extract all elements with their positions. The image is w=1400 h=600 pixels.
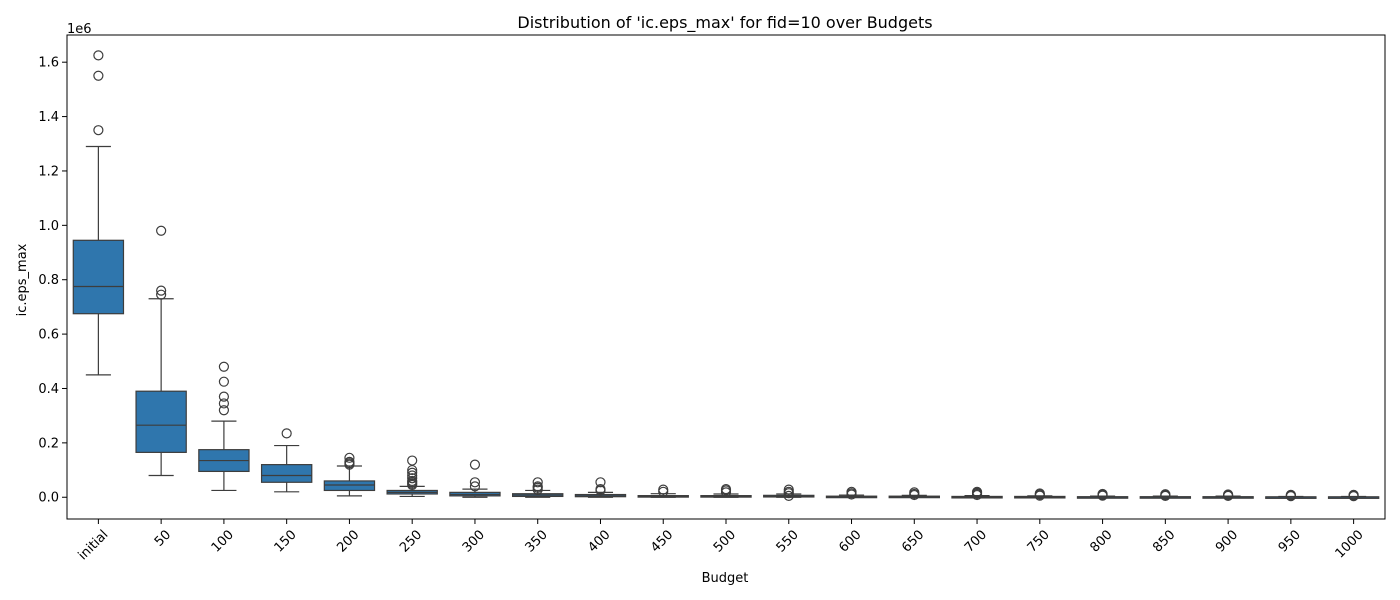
outlier-point bbox=[218, 391, 230, 402]
outlier-point bbox=[1034, 488, 1045, 499]
outlier-point bbox=[407, 455, 418, 466]
chart-title: Distribution of 'ic.eps_max' for fid=10 … bbox=[517, 13, 932, 33]
x-axis-label: Budget bbox=[702, 571, 749, 586]
outlier-point bbox=[532, 481, 543, 492]
y-tick-label: 0.4 bbox=[38, 382, 59, 397]
y-axis-offset-label: 1e6 bbox=[67, 22, 92, 37]
box-150 bbox=[260, 464, 313, 483]
outlier-point bbox=[281, 428, 292, 439]
outlier-point bbox=[1097, 488, 1108, 500]
outlier-point bbox=[720, 483, 732, 495]
outlier-point bbox=[469, 477, 481, 488]
y-tick-label: 1.2 bbox=[38, 164, 59, 179]
y-axis-label: ic.eps_max bbox=[15, 243, 30, 316]
outlier-point bbox=[344, 452, 355, 463]
outlier-point bbox=[783, 484, 794, 495]
outlier-point bbox=[971, 486, 983, 497]
outlier-point bbox=[93, 70, 104, 81]
outlier-point bbox=[93, 125, 104, 136]
box-50 bbox=[135, 390, 187, 453]
box-200 bbox=[323, 480, 376, 492]
y-tick-label: 1.0 bbox=[38, 219, 59, 234]
y-tick-label: 0.6 bbox=[38, 328, 59, 343]
outlier-point bbox=[93, 50, 104, 61]
outlier-point bbox=[218, 376, 230, 387]
outlier-point bbox=[218, 398, 230, 409]
y-tick-label: 1.4 bbox=[38, 110, 59, 125]
outlier-point bbox=[595, 483, 606, 495]
outlier-point bbox=[658, 484, 669, 495]
outlier-point bbox=[407, 467, 418, 478]
y-tick-label: 0.0 bbox=[38, 491, 59, 506]
outlier-point bbox=[1348, 489, 1359, 500]
outlier-point bbox=[407, 473, 418, 484]
outlier-point bbox=[1160, 489, 1171, 500]
box-initial bbox=[72, 239, 125, 315]
outlier-point bbox=[218, 361, 230, 372]
outlier-point bbox=[909, 487, 920, 498]
outlier-point bbox=[156, 225, 167, 236]
outlier-point bbox=[595, 477, 606, 488]
outlier-point bbox=[407, 475, 418, 487]
outlier-point bbox=[344, 456, 355, 467]
outlier-point bbox=[469, 481, 481, 492]
axes-frame bbox=[66, 34, 1386, 520]
outlier-point bbox=[783, 490, 794, 501]
y-tick-label: 0.2 bbox=[38, 436, 59, 451]
outlier-point bbox=[469, 459, 481, 470]
outlier-point bbox=[218, 405, 230, 416]
outlier-point bbox=[846, 486, 857, 497]
outlier-point bbox=[156, 285, 167, 296]
outlier-point bbox=[532, 477, 543, 488]
y-tick-label: 1.6 bbox=[38, 56, 59, 71]
outlier-point bbox=[1285, 489, 1296, 500]
outlier-point bbox=[407, 470, 418, 481]
outlier-point bbox=[156, 289, 167, 300]
outlier-point bbox=[1222, 489, 1234, 500]
y-tick-label: 0.8 bbox=[38, 273, 59, 288]
